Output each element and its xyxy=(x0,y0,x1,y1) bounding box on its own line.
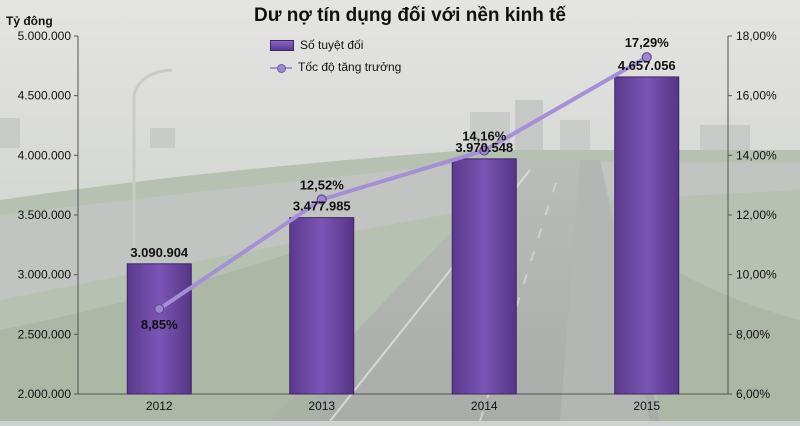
bar xyxy=(126,263,192,395)
y-left-tick-label: 5.000.000 xyxy=(18,29,72,43)
y-left-tick-label: 3.500.000 xyxy=(18,208,72,222)
y-right-tick-label: 16,00% xyxy=(736,89,777,103)
y-left-tick-label: 2.500.000 xyxy=(18,327,72,341)
line-marker xyxy=(641,52,652,63)
series-line xyxy=(158,55,648,311)
line-data-label: 17,29% xyxy=(625,35,670,50)
bar-data-label: 3.970.548 xyxy=(455,140,513,155)
legend-bar-swatch xyxy=(270,39,294,51)
bar xyxy=(289,217,355,395)
line-marker xyxy=(316,194,327,205)
legend-item-line: Tốc độ tăng trưởng xyxy=(270,56,401,78)
bar xyxy=(614,76,680,395)
y-right-tick-label: 14,00% xyxy=(736,148,777,162)
legend-bar-label: Số tuyệt đối xyxy=(300,38,364,52)
x-tick-label: 2015 xyxy=(633,399,660,413)
legend: Số tuyệt đối Tốc độ tăng trưởng xyxy=(270,34,401,78)
x-tick-label: 2014 xyxy=(471,399,498,413)
line-marker xyxy=(154,303,165,315)
legend-line-swatch xyxy=(270,63,292,73)
line-marker xyxy=(479,145,490,156)
y-right-tick-label: 10,00% xyxy=(736,268,777,282)
x-tick-label: 2013 xyxy=(308,399,335,413)
y-left-tick-label: 2.000.000 xyxy=(18,387,72,401)
y-left-tick-label: 4.000.000 xyxy=(18,148,72,162)
y-right-tick-label: 18,00% xyxy=(736,29,777,43)
bars-group xyxy=(126,76,680,395)
x-tick-label: 2012 xyxy=(146,399,173,413)
line-data-label: 12,52% xyxy=(300,177,345,192)
bar xyxy=(451,158,517,395)
legend-line-label: Tốc độ tăng trưởng xyxy=(298,60,402,74)
y-left-tick-label: 4.500.000 xyxy=(18,89,72,103)
line-data-label: 14,16% xyxy=(462,129,507,144)
legend-item-bar: Số tuyệt đối xyxy=(270,34,401,56)
bar-data-label: 4.657.056 xyxy=(618,58,676,73)
y-right-tick-label: 6,00% xyxy=(736,387,770,401)
bar-data-label: 3.090.904 xyxy=(130,245,189,260)
y-right-tick-label: 12,00% xyxy=(736,208,777,222)
chart-title: Dư nợ tín dụng đối với nền kinh tế xyxy=(253,5,567,26)
line-data-label: 8,85% xyxy=(141,317,178,332)
line-group xyxy=(154,52,652,315)
y-unit-label: Tỷ đông xyxy=(6,14,53,28)
y-right-tick-label: 8,00% xyxy=(736,327,770,341)
y-left-tick-label: 3.000.000 xyxy=(18,268,72,282)
bar-data-label: 3.477.985 xyxy=(293,199,351,214)
labels-group: 3.090.904 3.477.985 3.970.548 4.657.056 8,85… xyxy=(130,35,675,332)
